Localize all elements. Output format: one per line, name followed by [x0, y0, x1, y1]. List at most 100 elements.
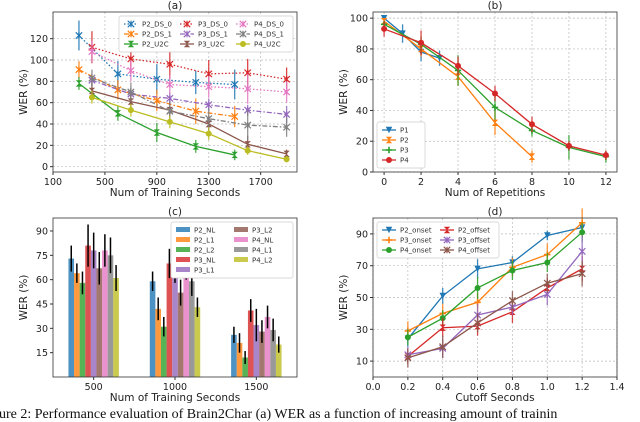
legend-marker	[386, 157, 392, 163]
axes-frame	[372, 217, 618, 378]
bar-P2_L2	[160, 326, 167, 377]
y-tick-label: 90	[356, 229, 368, 240]
data-point	[75, 31, 83, 40]
legend-label: P2_L1	[194, 237, 215, 245]
data-point	[491, 119, 499, 126]
legend-marker	[443, 246, 451, 254]
legend-label: P3_onset	[400, 237, 432, 245]
data-point	[492, 90, 498, 97]
legend-marker	[385, 146, 393, 154]
data-point	[282, 88, 291, 96]
x-tick-label: 1300	[197, 177, 221, 188]
legend-label: P2_L2	[194, 247, 215, 255]
bar-P4_NL	[102, 250, 108, 377]
series-P4	[381, 21, 609, 160]
legend-label: P3_DS_1	[198, 31, 228, 39]
data-point	[205, 83, 213, 91]
series-P4_DS_1	[88, 69, 291, 140]
line-P4_offset	[407, 273, 583, 359]
legend-label: P3_DS_0	[198, 21, 228, 29]
x-tick-label: 500	[96, 177, 114, 188]
y-tick-label: 120	[30, 34, 48, 45]
bar-P3_L2	[259, 331, 265, 377]
bar-P2_L1	[74, 273, 80, 377]
line-P3_onset	[407, 222, 583, 332]
legend: P2_NL P2_L1 P2_L2 P3_NL P3_L1 P3_L2 P4_NL P4_L1…	[170, 221, 294, 279]
data-point	[127, 67, 135, 75]
legend-marker	[183, 40, 191, 48]
line-P3_offset	[407, 250, 583, 356]
data-point	[88, 94, 95, 101]
legend-swatch	[234, 227, 248, 232]
x-tick-label: 1700	[249, 177, 273, 188]
y-axis-label: WER (%)	[338, 275, 350, 321]
data-point	[439, 343, 447, 351]
data-point	[114, 70, 122, 78]
y-axis-label: WER (%)	[18, 275, 30, 321]
data-point	[543, 279, 551, 287]
bar-P2_L1	[155, 308, 161, 377]
y-tick-label: 10	[356, 357, 368, 368]
data-point	[544, 232, 551, 239]
x-tick-label: 1.4	[609, 382, 624, 393]
legend-marker	[239, 30, 247, 38]
y-tick-label: 100	[30, 56, 48, 67]
legend-marker	[443, 236, 451, 244]
line-P4_U2C	[91, 96, 287, 160]
data-point	[455, 62, 462, 69]
legend-label: P4_DS_1	[254, 31, 284, 39]
data-point	[509, 267, 516, 274]
data-point	[88, 47, 96, 56]
data-point	[166, 80, 174, 89]
y-axis-label: WER (%)	[18, 69, 30, 115]
data-point	[404, 334, 411, 341]
data-point	[565, 142, 572, 149]
data-point	[192, 143, 199, 150]
legend-marker	[239, 20, 247, 28]
legend-marker	[443, 226, 451, 234]
y-tick-label: 80	[36, 77, 48, 88]
series-P4_offset	[404, 260, 586, 368]
bar-P4_L1	[189, 281, 195, 377]
x-tick-label: 12	[600, 177, 612, 188]
bar-P3_L1	[253, 325, 260, 377]
x-axis-label: Num of Training Seconds	[110, 187, 240, 199]
legend-box	[376, 121, 426, 169]
x-tick-label: 6	[492, 177, 498, 188]
legend-label: P4_U2C	[254, 41, 281, 49]
bar-P2_NL	[68, 258, 75, 377]
data-point	[244, 147, 251, 154]
data-point	[153, 96, 161, 105]
panel-a: (a) Num of Training Seconds WER (%) 0 20 40 60…	[18, 0, 298, 199]
legend-swatch	[176, 227, 190, 232]
x-tick-label: 8	[529, 177, 535, 188]
y-tick-label: 30	[356, 325, 368, 336]
legend-swatch	[234, 257, 248, 262]
legend-box	[376, 221, 500, 259]
y-tick-label: 75	[36, 251, 48, 262]
y-tick-label: 30	[36, 324, 48, 335]
y-tick-label: 15	[36, 348, 48, 359]
bar-P3_L1	[90, 250, 97, 377]
x-tick-label: 900	[148, 177, 166, 188]
data-point	[439, 324, 446, 331]
data-point	[166, 107, 174, 115]
legend-label: P3_offset	[458, 237, 490, 245]
x-tick-label: 10	[563, 177, 575, 188]
x-axis-label: Num of Training Seconds	[110, 392, 240, 404]
legend: P2_DS_0 P2_DS_1 P2_U2C P3_DS_0 P3_DS_1 P3_U2C…	[118, 15, 294, 53]
data-point	[127, 88, 135, 96]
legend-label: P2_offset	[458, 227, 490, 235]
series-P3_U2C	[88, 82, 290, 159]
legend-label: P2_NL	[194, 227, 215, 235]
data-point	[88, 74, 96, 82]
bar-P3_L1	[172, 271, 178, 377]
legend-label: P3_L1	[194, 267, 215, 275]
data-point	[205, 101, 213, 109]
legend-marker	[127, 30, 135, 38]
legend-swatch	[176, 267, 190, 272]
line-P4_DS_1	[91, 77, 287, 128]
data-point	[192, 107, 200, 115]
data-point	[153, 129, 161, 136]
